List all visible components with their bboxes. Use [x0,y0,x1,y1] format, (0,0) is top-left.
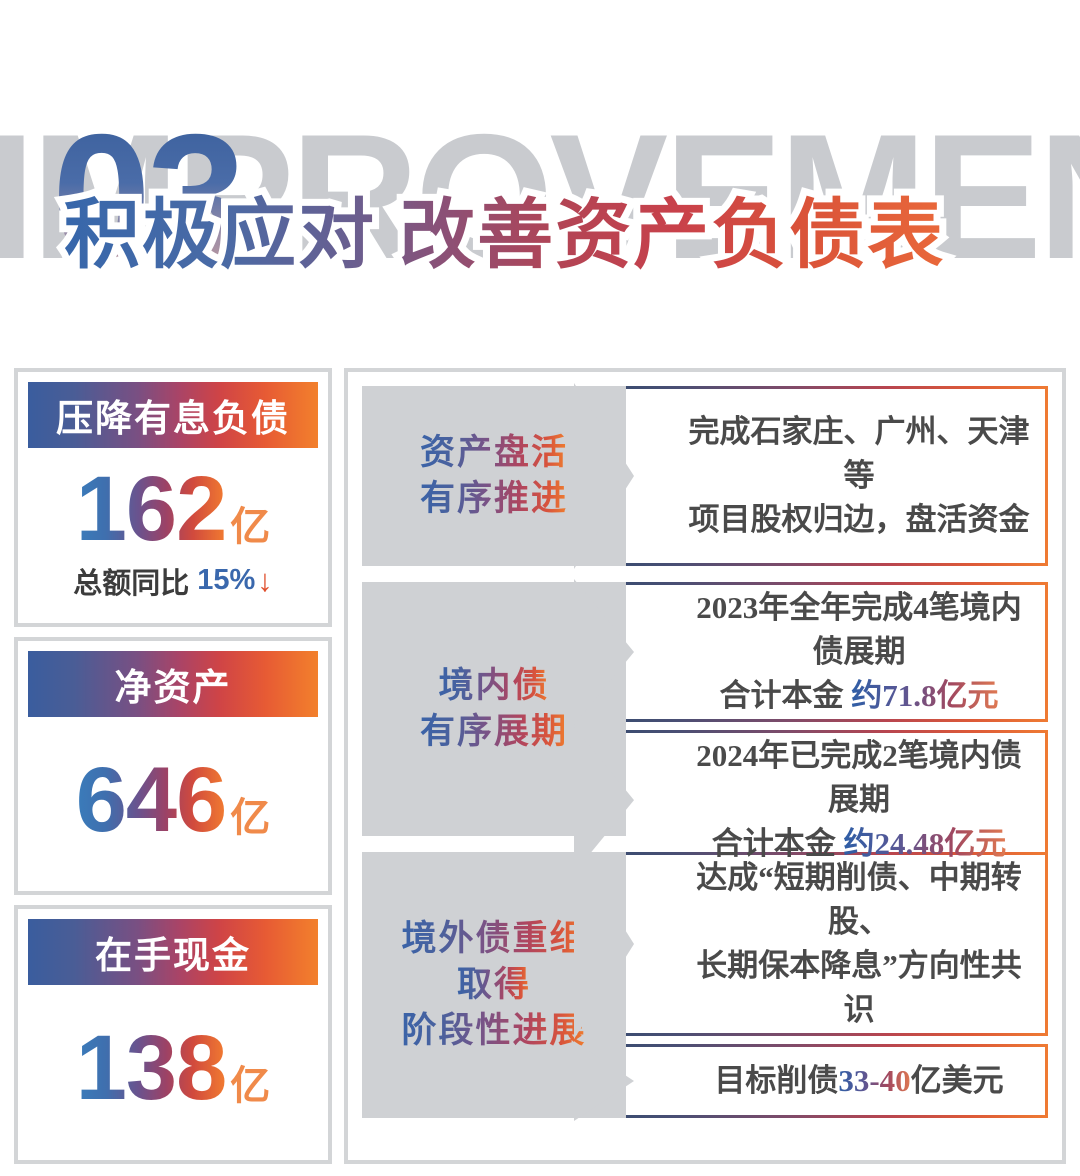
progress-detail-text: 完成石家庄、广州、天津等 项目股权归边，盘活资金 [684,410,1034,542]
watermark-text: IMPROVEMENT [0,108,1080,286]
progress-label-line: 有序展期 [420,709,568,755]
page-title: 积极应对 改善资产负债表 积极应对 改善资产负债表 [0,186,1080,285]
kpi-card: 压降有息负债 162 亿 总额同比 15% ↓ [14,368,332,627]
watermark-number: 03 [52,108,246,286]
detail-highlight: 约71.8亿元 [851,678,999,714]
kpi-value-row: 646 亿 [76,752,271,849]
detail-line: 达成“短期削债、中期转股、 [696,860,1022,940]
progress-label-line: 境外债重组 [401,916,586,962]
arrow-down-icon: ↓ [257,562,273,598]
progress-label-line: 境内债 [438,663,549,709]
detail-line: 项目股权归边，盘活资金 [688,502,1030,537]
kpi-value-row: 162 亿 [76,461,271,558]
kpi-subtext: 总额同比 15% ↓ [73,560,273,602]
content-stage: 压降有息负债 162 亿 总额同比 15% ↓ 净资产 646 亿 [0,350,1080,1176]
detail-text: 合计本金 [719,678,852,714]
detail-line: 2024年已完成2笔境内债展期 [696,738,1022,818]
progress-detail-box: 2024年已完成2笔境内债展期 合计本金 约24.48亿元 [574,727,1048,874]
kpi-card: 净资产 646 亿 [14,636,332,896]
progress-label-line: 取得 [457,962,531,1008]
kpi-card-title: 在手现金 [28,919,318,986]
kpi-sub-value: 15% [197,564,256,597]
progress-row-content: 完成石家庄、广州、天津等 项目股权归边，盘活资金 [574,383,1048,569]
detail-highlight: 33-40 [838,1063,911,1099]
kpi-card-body: 162 亿 总额同比 15% ↓ [28,448,318,615]
progress-detail-box: 2023年全年完成4笔境内债展期 合计本金 约71.8亿元 [574,579,1048,726]
kpi-unit: 亿 [230,1064,271,1109]
progress-label-line: 资产盘活 [420,430,568,476]
progress-detail-text: 2023年全年完成4笔境内债展期 合计本金 约71.8亿元 [684,586,1034,718]
page-title-text: 积极应对 改善资产负债表 [64,188,945,284]
kpi-card-title: 净资产 [28,650,318,717]
detail-line: 完成石家庄、广州、天津等 [688,413,1030,493]
kpi-value-row: 138 亿 [76,1020,271,1117]
kpi-sub-label: 总额同比 [73,567,190,600]
progress-detail-text: 达成“短期削债、中期转股、 长期保本降息”方向性共识 [684,856,1034,1032]
kpi-card: 在手现金 138 亿 [14,905,332,1165]
kpi-unit: 亿 [230,795,271,840]
progress-label-line: 有序推进 [420,476,568,522]
detail-line-mixed: 合计本金 约71.8亿元 [684,674,1034,718]
progress-detail-box: 完成石家庄、广州、天津等 项目股权归边，盘活资金 [574,383,1048,569]
detail-line-mixed: 目标削债33-40亿美元 [714,1059,1003,1103]
progress-panel: 资产盘活 有序推进 完成石家庄、广州、天津等 项目股权归边，盘活资金 境内债 [344,368,1066,1164]
kpi-card-title: 压降有息负债 [28,382,318,448]
progress-detail-text: 2024年已完成2笔境内债展期 合计本金 约24.48亿元 [684,734,1034,866]
kpi-value: 646 [75,748,227,851]
kpi-card-body: 646 亿 [28,717,318,884]
kpi-unit: 亿 [230,505,271,550]
progress-row-content: 达成“短期削债、中期转股、 长期保本降息”方向性共识 目标削债33-40亿美元 [574,849,1048,1121]
progress-row-content: 2023年全年完成4笔境内债展期 合计本金 约71.8亿元 2024年已完成2笔… [574,579,1048,874]
progress-row: 境内债 有序展期 2023年全年完成4笔境内债展期 合计本金 约71.8亿元 [362,579,1048,874]
progress-label-line: 阶段性进展 [401,1008,586,1054]
progress-detail-text: 目标削债33-40亿美元 [714,1059,1003,1103]
detail-text: 目标削债 [714,1063,839,1099]
kpi-card-body: 138 亿 [28,985,318,1152]
kpi-value: 162 [75,458,227,561]
progress-row: 资产盘活 有序推进 完成石家庄、广州、天津等 项目股权归边，盘活资金 [362,383,1048,569]
detail-text-post: 亿美元 [910,1063,1004,1099]
progress-row: 境外债重组 取得 阶段性进展 达成“短期削债、中期转股、 长期保本降息”方向性共… [362,849,1048,1121]
progress-detail-box: 达成“短期削债、中期转股、 长期保本降息”方向性共识 [574,849,1048,1040]
detail-line: 2023年全年完成4笔境内债展期 [696,590,1022,670]
progress-detail-box: 目标削债33-40亿美元 [574,1041,1048,1121]
kpi-value: 138 [75,1017,227,1120]
page-title-glow: 积极应对 改善资产负债表 [57,186,950,285]
detail-line: 长期保本降息”方向性共识 [696,948,1022,1028]
kpi-column: 压降有息负债 162 亿 总额同比 15% ↓ 净资产 646 亿 [14,368,332,1165]
header-banner: IMPROVEMENT 03 积极应对 改善资产负债表 积极应对 改善资产负债表 [0,0,1080,350]
